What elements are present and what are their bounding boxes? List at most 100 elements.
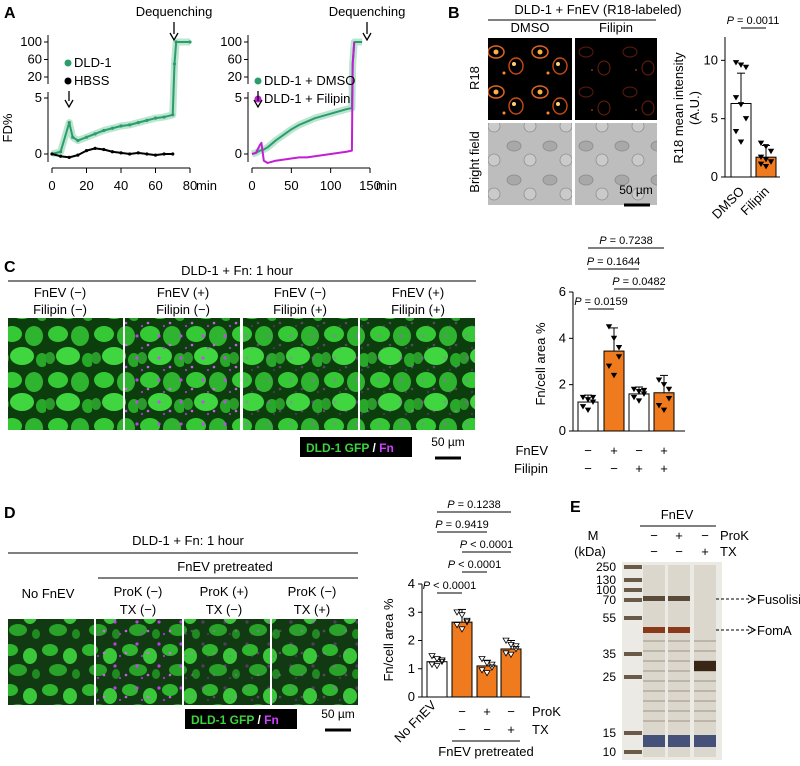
- series-line-1: [251, 41, 356, 164]
- y-tick-label: 4: [408, 576, 415, 591]
- arrow-head: [362, 32, 372, 42]
- fnev-sign: +: [660, 443, 668, 458]
- x-tick-label: 20: [79, 178, 93, 193]
- data-point: [767, 159, 775, 165]
- data-point: [665, 396, 673, 402]
- condition-label-line1: No FnEV: [22, 586, 75, 601]
- data-point: [93, 146, 97, 150]
- data-point-outline: [458, 612, 466, 619]
- fnev-sign: −: [635, 443, 643, 458]
- minor-band: [694, 710, 716, 712]
- legend-label: DLD-1 + DMSO: [264, 73, 355, 88]
- minor-band: [643, 640, 665, 642]
- data-point: [128, 152, 132, 156]
- panel-b: B DLD-1 + FnEV (R18-labeled) DMSO Filipin R1…: [448, 2, 780, 222]
- data-point: [589, 399, 597, 405]
- mw-label: 100: [596, 583, 616, 597]
- prok-sign: +: [483, 704, 491, 719]
- dequenching-label: Dequenching: [136, 4, 213, 19]
- data-point: [655, 377, 663, 383]
- data-point: [737, 139, 745, 145]
- data-point: [84, 135, 89, 139]
- data-point: [76, 138, 80, 143]
- row-label-prok: ProK: [720, 528, 749, 543]
- y-tick-label: 20: [228, 69, 242, 84]
- p-value: P = 0.0482: [612, 276, 666, 288]
- minor-band: [643, 650, 665, 652]
- y-tick-label: 100: [220, 34, 242, 49]
- y-tick-label: 5: [35, 90, 42, 105]
- data-point: [119, 151, 123, 155]
- data-point: [76, 153, 80, 157]
- prok-sign: −: [458, 704, 466, 719]
- data-point: [615, 345, 623, 351]
- data-point: [162, 152, 166, 156]
- data-point: [742, 116, 750, 122]
- bar-2: [451, 621, 473, 698]
- panel-d-label: D: [4, 505, 16, 522]
- marker-band: [624, 598, 642, 602]
- data-point: [110, 150, 114, 154]
- row-label-tx: TX: [532, 722, 549, 737]
- data-point: [737, 62, 745, 68]
- minor-band: [668, 670, 690, 672]
- dequenching-arrow: [362, 22, 372, 42]
- minor-band: [668, 640, 690, 642]
- prok-sign: −: [507, 704, 515, 719]
- minor-band: [668, 700, 690, 702]
- data-point-outline: [463, 617, 471, 625]
- data-point: [171, 152, 175, 156]
- marker-band: [624, 588, 642, 592]
- y-axis-label: Fn/cell area %: [381, 598, 396, 682]
- condition-label-line1: FnEV (−): [34, 285, 86, 300]
- data-point-outline: [478, 656, 486, 663]
- data-point-outline: [438, 658, 446, 666]
- data-point: [59, 154, 63, 158]
- arrow-head: [64, 99, 74, 109]
- data-point: [660, 382, 668, 388]
- brightfield-image-filipin: [575, 123, 657, 205]
- data-point: [172, 62, 177, 66]
- data-point: [71, 135, 75, 139]
- data-point: [767, 148, 775, 155]
- minor-band: [643, 710, 665, 712]
- row-label-fnev: FnEV: [515, 443, 548, 458]
- condition-label-line1: FnEV (+): [157, 285, 209, 300]
- condition-label-line2: Filipin (−): [33, 302, 87, 317]
- data-point: [660, 407, 668, 414]
- tx-sign: +: [701, 544, 709, 559]
- panel-e-label: E: [570, 499, 581, 516]
- condition-label-line2: Filipin (+): [273, 302, 327, 317]
- channel-legend-bg: [185, 709, 297, 729]
- data-point: [589, 394, 597, 401]
- dequenching-arrow: [169, 22, 179, 42]
- data-point: [136, 121, 140, 125]
- minor-band: [694, 680, 716, 682]
- dye-front-band: [694, 735, 716, 747]
- brightfield-image-dmso: [488, 123, 572, 205]
- minor-band: [643, 700, 665, 702]
- legend-label: DLD-1 + Filipin: [264, 91, 350, 106]
- fusolisin-label: Fusolisin: [757, 592, 800, 607]
- panel-c: C DLD-1 + Fn: 1 hour FnEV (−) Filipin (−) Fn…: [4, 235, 685, 476]
- fn-signal-overlay: [125, 318, 240, 430]
- data-point-outline: [453, 622, 461, 629]
- minor-band: [668, 660, 690, 662]
- data-point: [579, 404, 587, 410]
- tx-sign: −: [675, 544, 683, 559]
- legend-marker: [254, 77, 262, 85]
- prok-sign: +: [675, 528, 683, 543]
- data-point: [128, 123, 132, 127]
- y-tick-label: 100: [20, 34, 42, 49]
- y-tick-label: 1: [408, 661, 415, 676]
- fnev-header: FnEV: [661, 507, 694, 522]
- panel-e: E FnEVM(kDa)−−+−−+ProKTX25013010070553525…: [570, 499, 800, 760]
- x-tick-label: 80: [183, 178, 197, 193]
- minor-band: [694, 720, 716, 722]
- data-point-outline: [502, 650, 510, 657]
- data-point: [508, 652, 514, 658]
- foma-label: FomA: [757, 623, 792, 638]
